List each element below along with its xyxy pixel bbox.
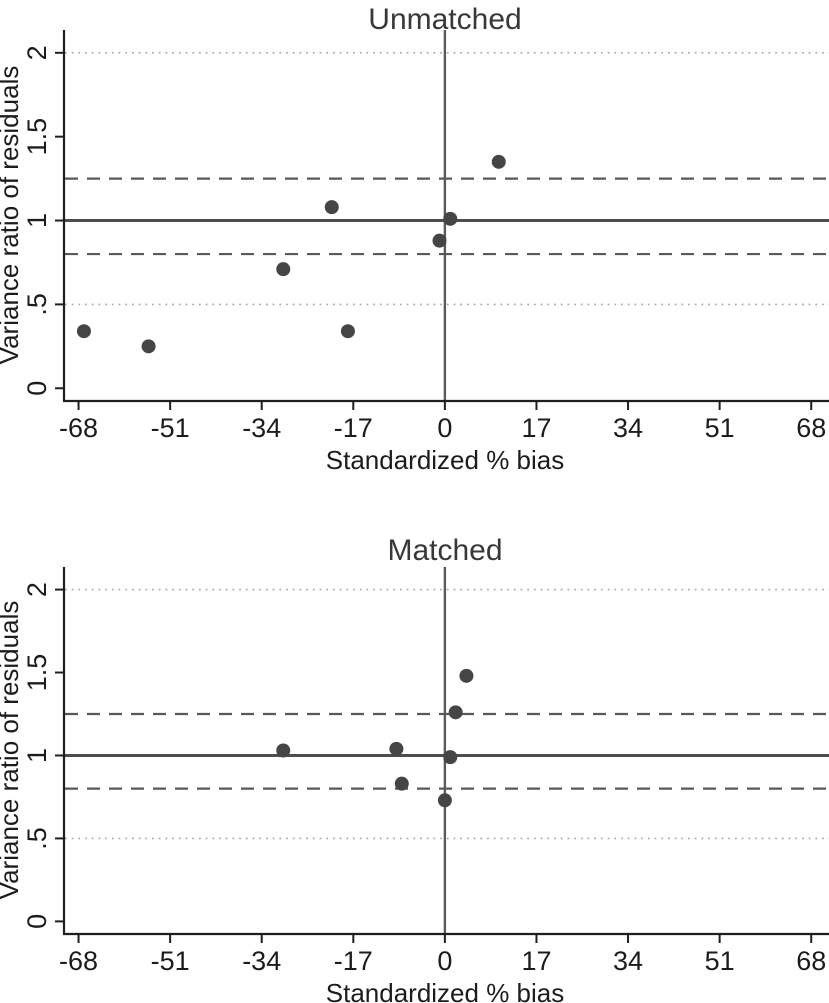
matched-y-axis-title: Variance ratio of residuals: [0, 601, 24, 900]
y-tick-label: 2: [22, 45, 52, 60]
x-tick-label: -17: [334, 946, 373, 976]
scatter-point: [443, 211, 458, 226]
matched-chart: Matched Variance ratio of residuals Stan…: [0, 534, 829, 1003]
y-tick-label: 1: [22, 748, 52, 763]
unmatched-x-axis-title: Standardized % bias: [326, 445, 564, 475]
scatter-point: [459, 668, 474, 683]
unmatched-chart: Unmatched Variance ratio of residuals St…: [0, 3, 829, 475]
scatter-point: [324, 200, 339, 215]
matched-x-axis-title: Standardized % bias: [326, 978, 564, 1003]
unmatched-plot-area: -68 -51 -34 -17 0 17 34 51 68 0 .5 1 1.5 2: [22, 30, 829, 443]
x-tick-label: -68: [59, 413, 98, 443]
x-tick-label: 34: [613, 413, 643, 443]
y-tick-label: 0: [22, 381, 52, 396]
scatter-point: [340, 324, 355, 339]
x-tick-label: 17: [521, 413, 551, 443]
matched-title: Matched: [387, 534, 502, 567]
scatter-point: [491, 154, 506, 169]
matched-plot-area: -68 -51 -34 -17 0 17 34 51 68 0 .5 1 1.5 2: [22, 567, 829, 976]
x-tick-label: 17: [521, 946, 551, 976]
y-tick-label: .5: [22, 293, 52, 316]
scatter-point: [448, 705, 463, 720]
x-tick-label: 51: [705, 946, 735, 976]
y-tick-label: 1.5: [22, 118, 52, 156]
x-tick-label: -34: [242, 946, 281, 976]
scatter-point: [276, 262, 291, 277]
scatter-point: [276, 743, 291, 758]
y-tick-label: 1.5: [22, 654, 52, 692]
x-tick-label: 51: [705, 413, 735, 443]
y-tick-label: 1: [22, 213, 52, 228]
scatter-point: [76, 324, 91, 339]
x-tick-label: -51: [151, 946, 190, 976]
scatter-point: [389, 741, 404, 756]
x-tick-label: 34: [613, 946, 643, 976]
x-tick-label: 68: [796, 946, 826, 976]
x-tick-label: -17: [334, 413, 373, 443]
y-tick-label: .5: [22, 827, 52, 850]
scatter-point: [437, 793, 452, 808]
scatter-point: [141, 339, 156, 354]
x-tick-label: 0: [437, 946, 452, 976]
x-tick-label: 68: [796, 413, 826, 443]
y-tick-label: 0: [22, 914, 52, 929]
x-tick-label: -68: [59, 946, 98, 976]
scatter-point: [394, 776, 409, 791]
scatter-point: [432, 233, 447, 248]
x-tick-label: 0: [437, 413, 452, 443]
x-tick-label: -51: [151, 413, 190, 443]
x-tick-label: -34: [242, 413, 281, 443]
unmatched-y-axis-title: Variance ratio of residuals: [0, 66, 24, 365]
scatter-point: [443, 750, 458, 765]
y-tick-label: 2: [22, 582, 52, 597]
